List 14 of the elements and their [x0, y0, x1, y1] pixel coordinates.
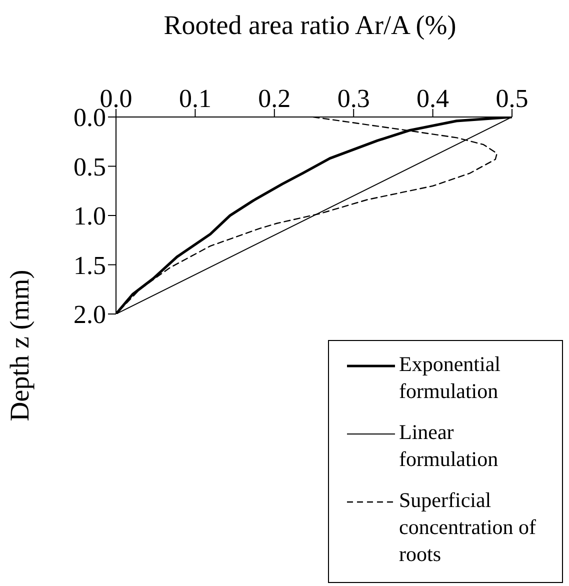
y-tick-label: 1.5 — [74, 250, 106, 280]
y-tick-label: 1.0 — [74, 202, 106, 231]
x-tick-label: 0.4 — [416, 84, 450, 113]
legend-label: Superficial concentration of roots — [399, 487, 538, 568]
x-axis-title: Rooted area ratio Ar/A (%) — [162, 10, 458, 41]
legend-label: Linear formulation — [399, 419, 500, 473]
y-tick-label: 2.0 — [74, 300, 106, 330]
y-axis-title: Depth z (mm) — [4, 268, 36, 424]
x-tick-label: 0.2 — [258, 84, 291, 113]
y-tick-label: 0.5 — [74, 152, 106, 182]
x-tick-label: 0.1 — [178, 84, 212, 113]
x-tick-label: 0.3 — [337, 84, 370, 113]
legend-label: Exponential formulation — [399, 351, 502, 405]
x-tick-label: 0.5 — [496, 84, 528, 113]
